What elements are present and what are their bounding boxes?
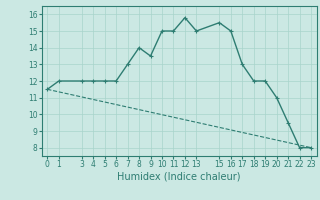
- X-axis label: Humidex (Indice chaleur): Humidex (Indice chaleur): [117, 172, 241, 182]
